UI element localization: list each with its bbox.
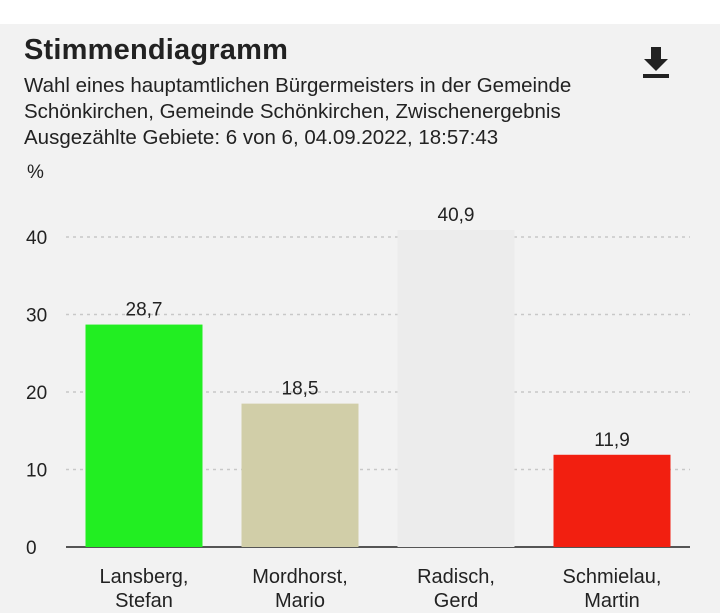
data-label: 40,9	[438, 205, 475, 226]
data-label: 18,5	[282, 379, 319, 400]
data-label: 28,7	[126, 300, 163, 321]
subtitle-line: Ausgezählte Gebiete: 6 von 6, 04.09.2022…	[24, 126, 499, 149]
bar	[397, 230, 515, 547]
y-tick-label: 0	[26, 538, 37, 559]
y-axis-unit: %	[27, 162, 44, 183]
data-label: 11,9	[594, 430, 630, 451]
subtitle-line: Schönkirchen, Gemeinde Schönkirchen, Zwi…	[24, 100, 561, 123]
x-tick-label: Gerd	[434, 590, 478, 612]
x-tick-label: Mordhorst,	[252, 566, 348, 588]
x-tick-label: Schmielau,	[563, 566, 662, 588]
bar	[553, 454, 671, 547]
chart-title: Stimmendiagramm	[24, 34, 289, 66]
x-tick-label: Lansberg,	[100, 566, 189, 588]
y-tick-label: 20	[26, 383, 47, 404]
x-tick-label: Martin	[584, 590, 640, 612]
chart-subtitle: Wahl eines hauptamtlichen Bürgermeisters…	[24, 73, 664, 151]
bar	[241, 403, 359, 547]
download-icon-glyph	[643, 47, 669, 78]
x-tick-label: Radisch,	[417, 566, 495, 588]
y-tick-label: 30	[26, 306, 47, 327]
y-tick-label: 10	[26, 461, 47, 482]
subtitle-line: Wahl eines hauptamtlichen Bürgermeisters…	[24, 74, 572, 97]
bar	[85, 324, 203, 547]
x-tick-label: Mario	[275, 590, 325, 612]
download-icon[interactable]	[640, 45, 672, 79]
x-tick-label: Stefan	[115, 590, 173, 612]
y-tick-label: 40	[26, 228, 47, 249]
